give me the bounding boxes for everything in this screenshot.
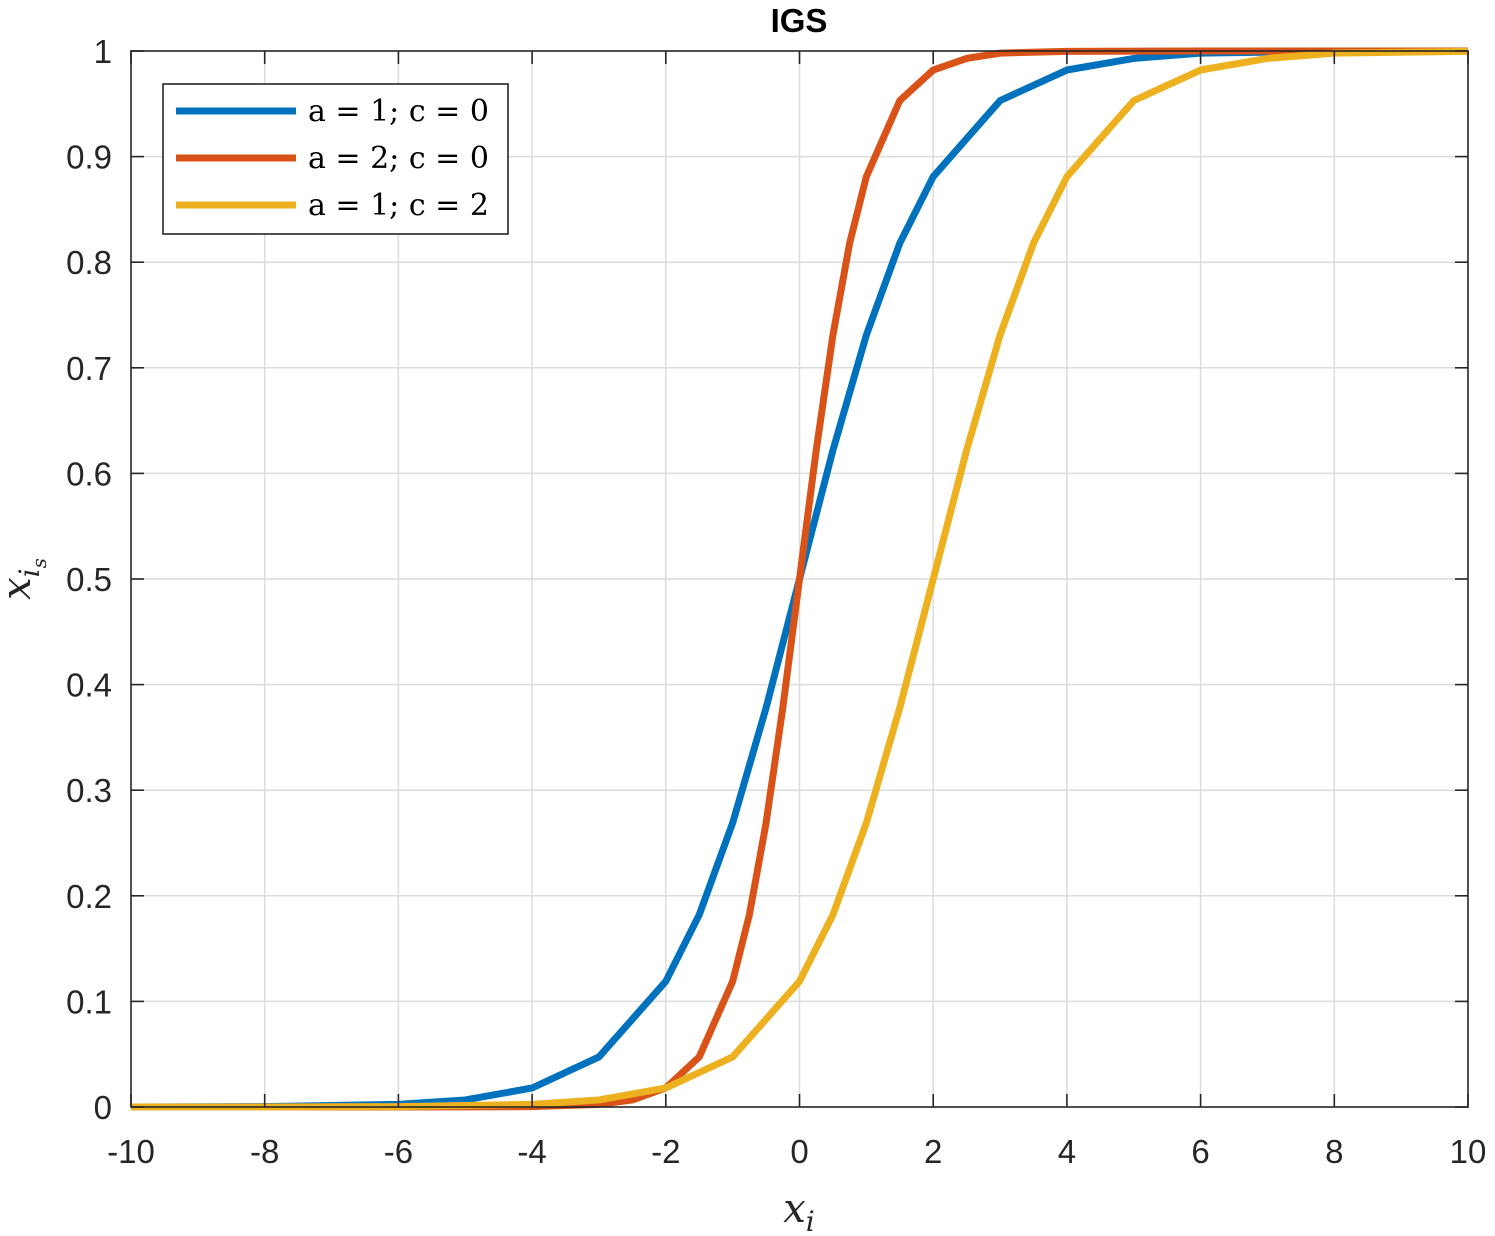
y-tick-label: 0.1 [66,983,112,1020]
series-layer [130,47,1469,1111]
series-line-3 [130,47,1469,1111]
y-tick-label: 0.8 [66,244,112,281]
legend: a = 1; c = 0 a = 2; c = 0 a = 1; c = 2 [162,83,509,235]
y-tick-label: 0 [94,1089,112,1126]
chart-title: IGS [771,2,828,39]
legend-label-3: a = 1; c = 2 [308,188,489,223]
x-tick-label: -6 [384,1133,413,1170]
y-axis-label: xis [0,558,51,600]
x-tick-label: 2 [924,1133,942,1170]
ticks [130,50,1469,1108]
x-tick-label: 6 [1191,1133,1209,1170]
x-tick-labels: -10 -8 -6 -4 -2 0 2 4 6 8 10 [107,1133,1486,1170]
y-tick-label: 0.2 [66,878,112,915]
y-tick-label: 1 [94,33,112,70]
y-tick-label: 0.6 [66,455,112,492]
legend-entries: a = 1; c = 0 a = 2; c = 0 a = 1; c = 2 [176,94,489,223]
x-tick-label: -8 [250,1133,279,1170]
legend-label-2: a = 2; c = 0 [308,141,489,176]
series-line-2 [130,47,1469,1111]
x-tick-label: 10 [1450,1133,1487,1170]
y-tick-label: 0.4 [66,667,112,704]
x-tick-label: -10 [107,1133,155,1170]
y-tick-labels: 0 0.1 0.2 0.3 0.4 0.5 0.6 0.7 0.8 0.9 1 [66,33,112,1126]
x-tick-label: 0 [790,1133,808,1170]
legend-label-1: a = 1; c = 0 [308,94,489,129]
x-tick-label: 8 [1325,1133,1343,1170]
x-axis-label: xi [783,1186,815,1236]
x-tick-label: -2 [651,1133,680,1170]
x-tick-label: -4 [517,1133,546,1170]
y-tick-label: 0.9 [66,139,112,176]
x-tick-label: 4 [1058,1133,1076,1170]
y-tick-label: 0.5 [66,561,112,598]
y-tick-label: 0.7 [66,350,112,387]
y-tick-label: 0.3 [66,772,112,809]
